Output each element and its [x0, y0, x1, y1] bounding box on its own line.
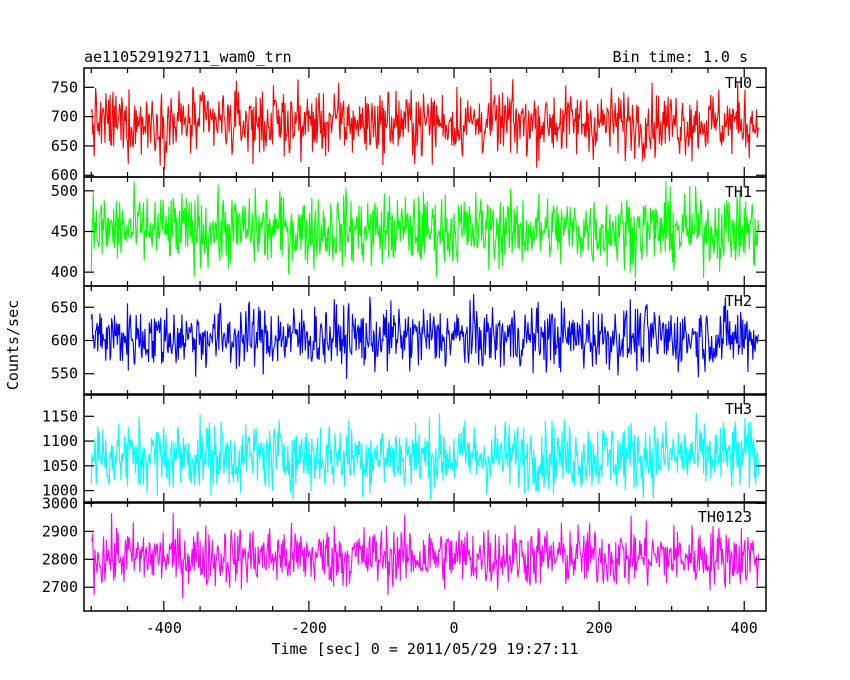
panel-name-th3: TH3 [725, 400, 752, 418]
y-tick-label: 2800 [42, 550, 78, 568]
panel-name-th1: TH1 [725, 183, 752, 201]
y-tick-label: 1000 [42, 482, 78, 500]
y-tick-label: 2700 [42, 578, 78, 596]
series-line-th0 [90, 77, 760, 170]
panel-name-th2: TH2 [725, 292, 752, 310]
y-tick-label: 500 [51, 182, 78, 200]
x-tick-label: 200 [586, 619, 613, 637]
y-axis-label: Counts/sec [4, 300, 22, 390]
y-tick-label: 1150 [42, 407, 78, 425]
x-tick-label: -400 [146, 619, 182, 637]
y-tick-label: 750 [51, 78, 78, 96]
x-tick-label: -200 [291, 619, 327, 637]
y-tick-label: 3000 [42, 494, 78, 512]
panel-name-th0123: TH0123 [698, 508, 752, 526]
observation-id-title: ae110529192711_wam0_trn [84, 48, 292, 66]
bin-time-label: Bin time: 1.0 s [613, 48, 748, 66]
panel-frame-th3 [83, 393, 767, 504]
y-tick-label: 600 [51, 332, 78, 350]
y-tick-label: 400 [51, 263, 78, 281]
y-tick-label: 1050 [42, 457, 78, 475]
series-line-th3 [90, 412, 760, 501]
y-tick-label: 600 [51, 166, 78, 184]
x-tick-label: 0 [450, 619, 459, 637]
x-tick-label: 400 [731, 619, 758, 637]
y-tick-label: 450 [51, 223, 78, 241]
y-tick-label: 1100 [42, 432, 78, 450]
panel-name-th0: TH0 [725, 74, 752, 92]
series-line-th2 [90, 294, 760, 380]
panel-frame-th0123 [83, 501, 767, 612]
panels-group: 600 650 700 750 TH0 400 450 500 TH1 550 600 650 TH2 1… [42, 67, 767, 637]
x-axis-label: Time [sec] 0 = 2011/05/29 19:27:11 [271, 640, 578, 658]
y-tick-label: 650 [51, 137, 78, 155]
series-line-th0123 [90, 512, 760, 599]
y-tick-label: 650 [51, 298, 78, 316]
series-line-th1 [90, 180, 760, 279]
y-tick-label: 700 [51, 108, 78, 126]
y-tick-label: 2900 [42, 522, 78, 540]
y-tick-label: 550 [51, 365, 78, 383]
